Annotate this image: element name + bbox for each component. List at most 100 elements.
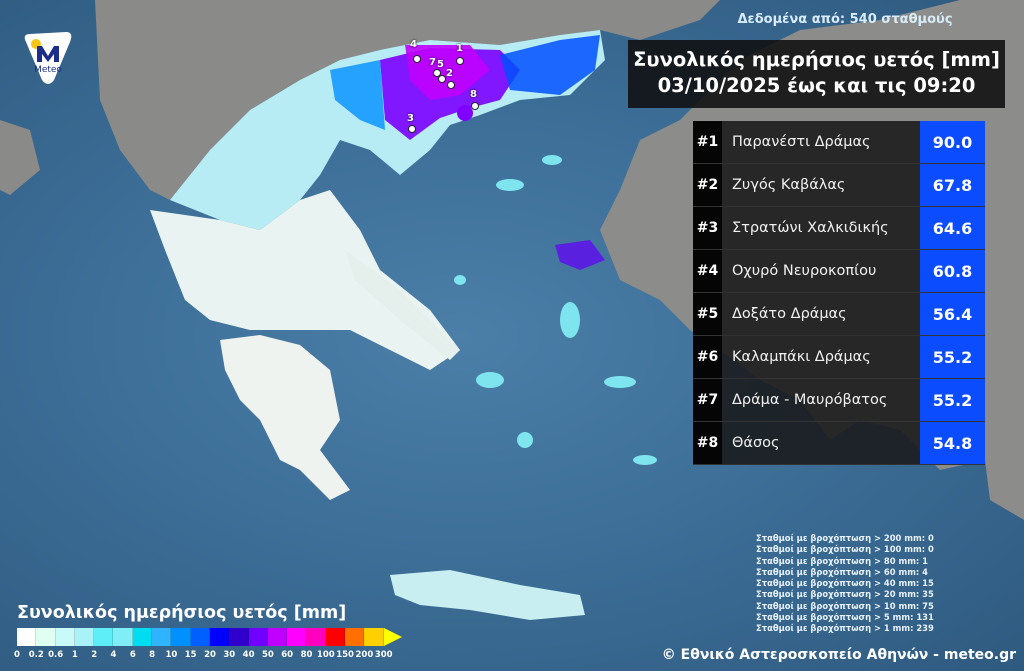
stat-line: Σταθμοί με βροχόπτωση > 200 mm: 0 bbox=[756, 533, 934, 543]
legend-swatch bbox=[36, 628, 56, 646]
station-name: Στρατώνι Χαλκιδικής bbox=[722, 207, 920, 249]
station-marker-label: 7 bbox=[429, 57, 436, 68]
land-lesvos bbox=[555, 240, 605, 270]
rain-east bbox=[500, 35, 600, 95]
station-marker bbox=[447, 81, 455, 89]
legend-swatch bbox=[364, 628, 384, 646]
rain-value: 60.8 bbox=[920, 250, 985, 292]
legend-swatch bbox=[132, 628, 153, 646]
map-date: 03/10/2025 έως και τις 09:20 bbox=[657, 74, 976, 97]
rain-value: 55.2 bbox=[920, 336, 985, 378]
legend-title: Συνολικός ημερήσιος υετός [mm] bbox=[17, 603, 347, 623]
rain-value: 55.2 bbox=[920, 379, 985, 421]
station-name: Ζυγός Καβάλας bbox=[722, 164, 920, 206]
stat-line: Σταθμοί με βροχόπτωση > 20 mm: 35 bbox=[756, 589, 934, 600]
stat-line: Σταθμοί με βροχόπτωση > 60 mm: 4 bbox=[756, 566, 929, 577]
station-name: Θάσος bbox=[722, 422, 920, 464]
ranking-row: #4 Οχυρό Νευροκοπίου 60.8 bbox=[693, 250, 985, 293]
legend-colorbar bbox=[17, 628, 402, 646]
rain-value: 56.4 bbox=[920, 293, 985, 335]
station-marker bbox=[433, 69, 441, 77]
station-marker-label: 2 bbox=[446, 68, 453, 79]
legend-label: 200 bbox=[355, 650, 374, 660]
station-marker-label: 1 bbox=[456, 43, 463, 54]
legend-swatch bbox=[94, 628, 114, 646]
legend-label: 20 bbox=[204, 650, 216, 660]
land-euboea bbox=[345, 250, 460, 360]
stat-line: Σταθμοί με βροχόπτωση > 40 mm: 15 bbox=[756, 578, 934, 589]
land-greece-central bbox=[150, 190, 460, 370]
rank-number: #4 bbox=[693, 250, 722, 292]
legend-label: 0.2 bbox=[28, 650, 44, 660]
copyright: © Εθνικό Αστεροσκοπείο Αθηνών - meteo.gr bbox=[661, 647, 1016, 663]
land-peloponnese bbox=[220, 335, 350, 500]
station-name: Οχυρό Νευροκοπίου bbox=[722, 250, 920, 292]
legend-label: 150 bbox=[336, 650, 354, 660]
legend-label: 15 bbox=[184, 650, 197, 660]
ranking-row: #8 Θάσος 54.8 bbox=[693, 422, 985, 465]
ranking-row: #6 Καλαμπάκι Δράμας 55.2 bbox=[693, 336, 985, 379]
ranking-row: #3 Στρατώνι Χαλκιδικής 64.6 bbox=[693, 207, 985, 250]
legend-labels: 0 0.2 0.6 1 2 4 6 8 10 15 20 30 40 50 60 80 100 150 200 300 bbox=[14, 650, 437, 664]
rank-number: #6 bbox=[693, 336, 722, 378]
rank-number: #5 bbox=[693, 293, 722, 335]
rank-number: #3 bbox=[693, 207, 722, 249]
rain-value: 90.0 bbox=[920, 121, 985, 163]
station-name: Δράμα - Μαυρόβατος bbox=[722, 379, 920, 421]
ranking-table: #1 Παρανέστι Δράμας 90.0 #2 Ζυγός Καβάλας 67.… bbox=[693, 121, 985, 465]
legend-label: 80 bbox=[300, 650, 313, 660]
legend-label: 2 bbox=[91, 650, 98, 660]
legend-swatch bbox=[152, 628, 172, 646]
stations-count: Δεδομένα από: 540 σταθμούς bbox=[737, 12, 953, 27]
rain-core-inner bbox=[405, 45, 490, 100]
rain-value: 67.8 bbox=[920, 164, 985, 206]
legend-label: 6 bbox=[129, 650, 136, 660]
legend-swatch bbox=[287, 628, 307, 646]
legend-label: 40 bbox=[242, 650, 255, 660]
station-marker bbox=[408, 125, 416, 133]
ranking-row: #7 Δράμα - Μαυρόβατος 55.2 bbox=[693, 379, 985, 422]
station-marker bbox=[471, 102, 479, 110]
station-stats: Σταθμοί με βροχόπτωση > 200 mm: 0 Σταθμοί… bbox=[756, 533, 934, 635]
stat-line: Σταθμοί με βροχόπτωση > 1 mm: 239 bbox=[756, 623, 934, 634]
legend-label: 300 bbox=[374, 650, 393, 660]
stat-line: Σταθμοί με βροχόπτωση > 100 mm: 0 bbox=[756, 544, 934, 555]
legend-label: 50 bbox=[261, 650, 274, 660]
legend-label: 4 bbox=[110, 650, 117, 660]
station-marker bbox=[456, 57, 464, 65]
legend-swatch bbox=[325, 628, 346, 646]
legend-label: 0.6 bbox=[48, 650, 64, 660]
legend-swatch bbox=[113, 628, 133, 646]
legend-overflow-arrow bbox=[383, 628, 402, 646]
ranking-row: #5 Δοξάτο Δράμας 56.4 bbox=[693, 293, 985, 336]
rank-number: #7 bbox=[693, 379, 722, 421]
legend-label: 10 bbox=[165, 650, 178, 660]
rain-value: 64.6 bbox=[920, 207, 985, 249]
station-marker-label: 4 bbox=[410, 39, 417, 50]
legend-swatch bbox=[190, 628, 210, 646]
legend-label: 100 bbox=[316, 650, 335, 660]
land-italy bbox=[0, 120, 40, 195]
rain-value: 54.8 bbox=[920, 422, 985, 464]
station-marker bbox=[438, 75, 446, 83]
rain-west bbox=[330, 60, 385, 130]
legend-swatch bbox=[74, 628, 95, 646]
station-marker bbox=[413, 55, 421, 63]
land-balkans bbox=[95, 0, 720, 200]
station-marker-label: 5 bbox=[437, 59, 444, 70]
station-name: Δοξάτο Δράμας bbox=[722, 293, 920, 335]
aegean-islands bbox=[454, 105, 657, 465]
rank-number: #8 bbox=[693, 422, 722, 464]
title-box: Συνολικός ημερήσιος υετός [mm] 03/10/202… bbox=[628, 40, 1005, 108]
legend-swatch bbox=[248, 628, 268, 646]
legend-label: 30 bbox=[223, 650, 236, 660]
legend-swatch bbox=[345, 628, 365, 646]
station-marker-label: 8 bbox=[470, 89, 477, 100]
legend-swatch bbox=[17, 628, 37, 646]
legend-swatch bbox=[171, 628, 191, 646]
legend-swatch bbox=[229, 628, 249, 646]
station-marker-label: 3 bbox=[407, 113, 414, 124]
stat-line: Σταθμοί με βροχόπτωση > 10 mm: 75 bbox=[756, 600, 934, 611]
ranking-row: #2 Ζυγός Καβάλας 67.8 bbox=[693, 164, 985, 207]
legend-swatch bbox=[306, 628, 326, 646]
